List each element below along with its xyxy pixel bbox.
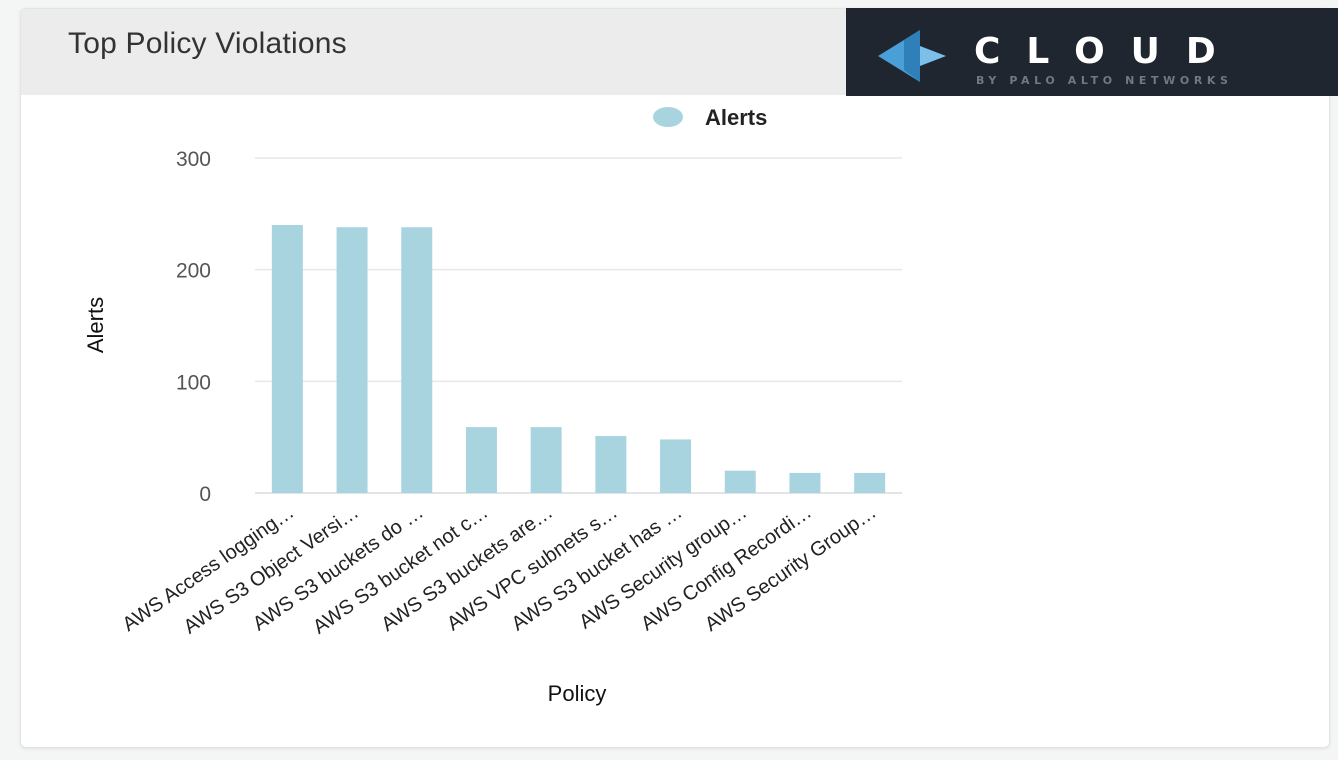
y-tick-label: 200 (176, 260, 211, 283)
prisma-logo-icon (878, 30, 946, 82)
bar[interactable] (336, 227, 368, 493)
bar[interactable] (789, 472, 821, 493)
legend-label: Alerts (705, 105, 767, 130)
brand-wordmark: CLOUD (974, 31, 1242, 72)
bar[interactable] (660, 439, 692, 493)
legend[interactable]: Alerts (653, 105, 767, 130)
bar[interactable] (724, 470, 756, 493)
widget-title: Top Policy Violations (68, 27, 347, 60)
brand-banner: CLOUD BY PALO ALTO NETWORKS (846, 8, 1338, 96)
y-tick-label: 300 (176, 148, 211, 171)
x-axis-title: Policy (548, 681, 607, 706)
y-tick-label: 0 (199, 483, 211, 506)
bar[interactable] (401, 227, 433, 493)
widget-card: Top Policy Violations (20, 8, 1330, 748)
bar[interactable] (271, 225, 303, 493)
y-axis-title: Alerts (83, 297, 108, 353)
y-tick-label: 100 (176, 371, 211, 394)
y-tick-labels: 0 100 200 300 (176, 148, 211, 506)
bar[interactable] (465, 427, 497, 493)
bar[interactable] (854, 472, 886, 493)
bar[interactable] (530, 427, 562, 493)
x-tick-labels: AWS Access logging…AWS S3 Object Versi…A… (119, 501, 881, 638)
legend-swatch (653, 107, 683, 127)
bar[interactable] (595, 436, 627, 493)
brand-subtitle: BY PALO ALTO NETWORKS (976, 74, 1233, 87)
bars (271, 225, 886, 493)
